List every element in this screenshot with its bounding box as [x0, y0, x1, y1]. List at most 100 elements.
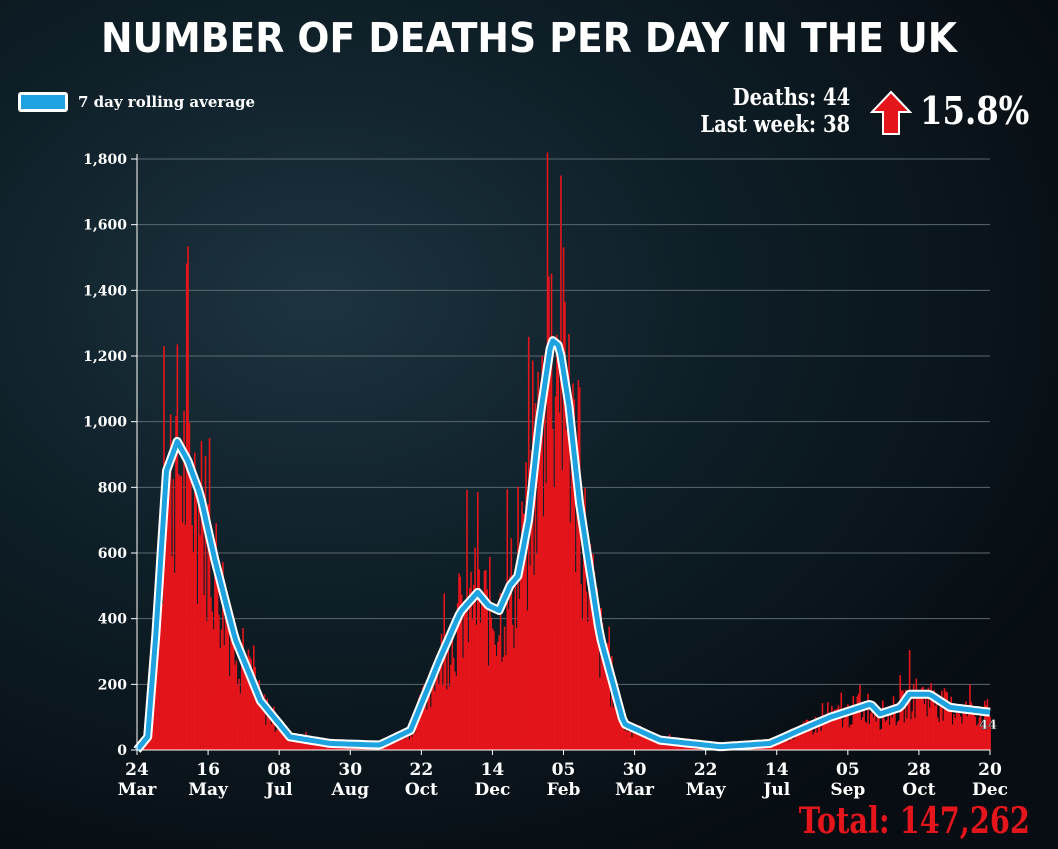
daily-bar	[674, 742, 676, 750]
daily-bar	[440, 633, 443, 750]
daily-bar	[941, 690, 943, 750]
daily-bar	[584, 488, 586, 750]
daily-bar	[226, 625, 228, 750]
daily-bar	[853, 707, 856, 750]
daily-bar	[491, 628, 494, 750]
x-tick-day: 28	[907, 760, 931, 780]
daily-bar	[590, 565, 593, 750]
daily-bar	[603, 645, 605, 750]
daily-bar	[629, 725, 632, 750]
daily-bar	[175, 416, 177, 750]
x-tick-day: 05	[552, 760, 576, 780]
daily-bar	[640, 729, 643, 750]
daily-bar	[303, 742, 306, 750]
daily-bar	[608, 626, 611, 750]
daily-bar	[974, 716, 977, 750]
daily-bar	[600, 608, 602, 750]
daily-bar	[890, 705, 892, 750]
daily-bar	[439, 652, 442, 750]
daily-bar	[529, 565, 531, 750]
daily-bar	[962, 705, 965, 750]
daily-bar	[817, 717, 820, 750]
daily-bar	[926, 716, 928, 750]
daily-bar	[635, 730, 637, 750]
x-tick-day: 20	[978, 760, 1002, 780]
daily-bar	[792, 739, 794, 750]
daily-bar	[633, 730, 636, 750]
daily-bar	[970, 702, 973, 750]
daily-bar	[506, 489, 509, 750]
daily-bar	[859, 684, 861, 750]
daily-bar	[573, 399, 576, 750]
daily-bar	[472, 584, 475, 750]
daily-bar	[282, 732, 285, 750]
daily-bar	[462, 657, 464, 750]
daily-bar	[202, 500, 204, 750]
daily-bar	[946, 692, 948, 750]
daily-bar	[505, 655, 507, 750]
daily-bar	[246, 661, 248, 750]
daily-bar	[227, 621, 230, 750]
daily-bar	[430, 707, 432, 750]
daily-bar	[509, 576, 511, 750]
daily-bar	[927, 687, 930, 750]
daily-bar	[836, 708, 839, 750]
daily-bar	[448, 686, 451, 750]
chart-title: NUMBER OF DEATHS PER DAY IN THE UK	[100, 14, 958, 62]
daily-bar	[867, 693, 869, 750]
daily-bar	[421, 687, 424, 750]
daily-bar	[295, 739, 298, 750]
daily-bar	[774, 742, 777, 750]
daily-bar	[216, 579, 219, 750]
daily-bar	[404, 739, 407, 750]
daily-bar	[428, 695, 431, 750]
daily-bar	[679, 744, 682, 750]
daily-bar	[883, 718, 885, 750]
daily-bar	[159, 590, 161, 750]
legend: 7 day rolling average	[18, 92, 255, 112]
daily-bar	[526, 610, 529, 750]
daily-bar	[489, 556, 491, 750]
daily-bar	[463, 614, 466, 750]
daily-bar	[278, 721, 281, 750]
daily-bar	[230, 633, 232, 750]
daily-bar	[643, 731, 645, 750]
daily-bar	[845, 707, 848, 750]
daily-bar	[314, 742, 317, 750]
daily-bar	[597, 612, 600, 750]
daily-bar	[401, 731, 404, 750]
daily-bar	[185, 263, 188, 750]
daily-bar	[531, 360, 534, 750]
daily-bar	[258, 680, 260, 750]
daily-bar	[785, 739, 788, 750]
daily-bar	[494, 644, 496, 750]
daily-bar	[309, 743, 311, 750]
daily-bar	[242, 628, 244, 750]
daily-bar	[574, 572, 577, 750]
daily-bar	[793, 738, 796, 750]
daily-bar	[663, 744, 665, 750]
daily-bar	[458, 573, 460, 750]
daily-bar	[844, 706, 847, 750]
daily-bar	[238, 678, 240, 750]
daily-bar	[852, 696, 855, 750]
daily-bar	[188, 422, 191, 750]
daily-bar	[200, 441, 203, 750]
daily-bar	[171, 556, 173, 750]
daily-bar	[649, 740, 652, 750]
daily-bar	[966, 716, 969, 750]
stats: Deaths: 44 Last week: 38	[700, 84, 850, 138]
daily-bar	[939, 706, 942, 750]
daily-bar	[786, 732, 789, 750]
daily-bar	[546, 152, 549, 750]
daily-bar	[624, 730, 627, 750]
daily-bar	[442, 685, 444, 750]
daily-bar	[207, 504, 209, 750]
y-tick-label: 200	[98, 677, 127, 693]
daily-bar	[251, 684, 254, 750]
x-tick-month: Oct	[405, 780, 438, 800]
x-tick-day: 05	[836, 760, 860, 780]
daily-bar	[655, 741, 657, 750]
x-tick-day: 24	[125, 760, 149, 780]
daily-bar	[831, 705, 833, 750]
